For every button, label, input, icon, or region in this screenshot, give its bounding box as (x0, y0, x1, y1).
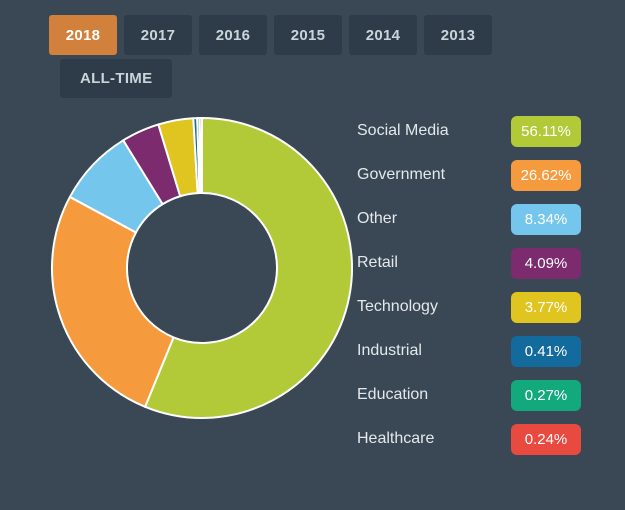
legend-value-badge: 56.11% (511, 115, 581, 147)
legend-item-social-media[interactable]: Social Media 56.11% (357, 109, 581, 153)
legend-label: Healthcare (357, 430, 435, 447)
legend-item-education[interactable]: Education 0.27% (357, 373, 581, 417)
year-tabs: 2018 2017 2016 2015 2014 2013 (49, 15, 492, 55)
legend-label: Education (357, 386, 429, 403)
tab-2015[interactable]: 2015 (274, 15, 342, 55)
legend-item-technology[interactable]: Technology 3.77% (357, 285, 581, 329)
legend-item-industrial[interactable]: Industrial 0.41% (357, 329, 581, 373)
chart-legend: Social Media 56.11% Government 26.62% Other 8… (357, 109, 581, 461)
legend-label: Social Media (357, 122, 449, 139)
legend-item-retail[interactable]: Retail 4.09% (357, 241, 581, 285)
legend-value-badge: 4.09% (511, 247, 581, 279)
legend-label: Other (357, 210, 398, 227)
donut-slice-government[interactable] (51, 195, 175, 408)
tab-2018[interactable]: 2018 (49, 15, 117, 55)
tab-2014[interactable]: 2014 (349, 15, 417, 55)
legend-value-badge: 8.34% (511, 203, 581, 235)
legend-label: Technology (357, 298, 438, 315)
legend-value-badge: 0.27% (511, 379, 581, 411)
legend-label: Retail (357, 254, 398, 271)
legend-value-badge: 0.24% (511, 423, 581, 455)
legend-item-other[interactable]: Other 8.34% (357, 197, 581, 241)
legend-value-badge: 3.77% (511, 291, 581, 323)
tab-2016[interactable]: 2016 (199, 15, 267, 55)
legend-label: Industrial (357, 342, 422, 359)
tab-all-time[interactable]: ALL-TIME (60, 59, 173, 98)
legend-label: Government (357, 166, 446, 183)
donut-slice-healthcare[interactable] (198, 117, 203, 195)
all-time-tab-row: ALL-TIME (60, 59, 173, 98)
legend-value-badge: 0.41% (511, 335, 581, 367)
donut-chart (51, 117, 353, 419)
donut-slice-social-media[interactable] (144, 117, 353, 419)
legend-item-healthcare[interactable]: Healthcare 0.24% (357, 417, 581, 461)
tab-2017[interactable]: 2017 (124, 15, 192, 55)
tab-2013[interactable]: 2013 (424, 15, 492, 55)
legend-item-government[interactable]: Government 26.62% (357, 153, 581, 197)
legend-value-badge: 26.62% (511, 159, 581, 191)
